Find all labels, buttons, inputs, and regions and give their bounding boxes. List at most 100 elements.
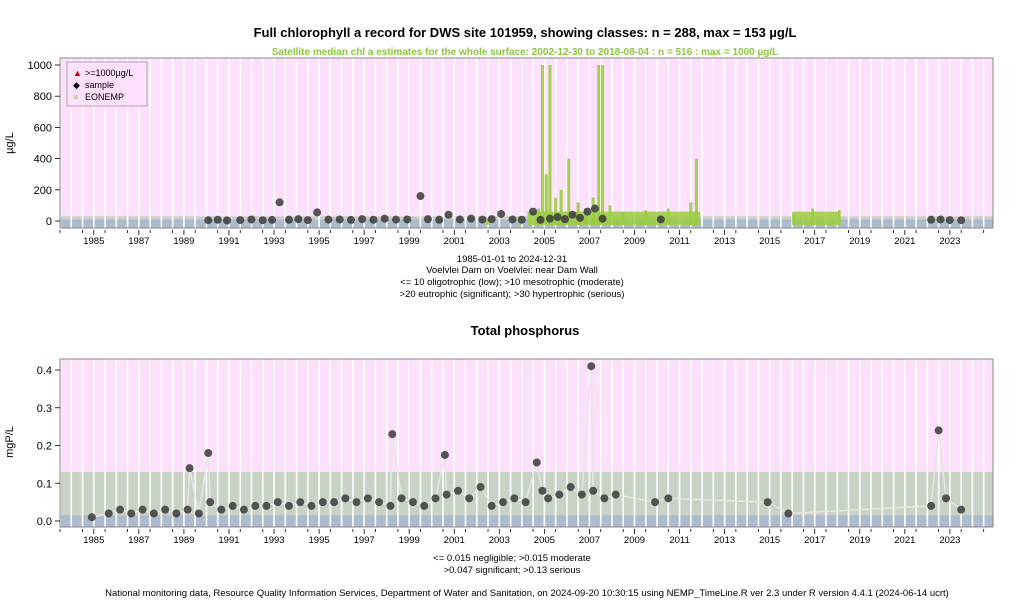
tp-sample-point (341, 494, 350, 503)
chart1-note-range: 1985-01-01 to 2024-12-31 (457, 254, 567, 265)
tp-sample-point (104, 509, 113, 518)
x-tick-label: 2009 (624, 535, 645, 546)
x-tick-label: 1995 (309, 236, 330, 247)
chl-sample-point (553, 213, 562, 222)
x-tick-label: 2011 (669, 535, 689, 546)
tp-sample-point (408, 498, 417, 507)
satellite-bar (540, 65, 544, 225)
y-tick-label: 0.3 (37, 403, 52, 415)
x-tick-label: 1995 (309, 535, 330, 546)
tp-sample-point (651, 498, 660, 507)
x-tick-label: 2019 (849, 535, 870, 546)
chl-sample-point (435, 215, 444, 224)
tp-sample-point (262, 501, 271, 510)
chart1-note-classes-2: >20 eutrophic (significant); >30 hypertr… (400, 289, 625, 300)
tp-sample-point (206, 498, 215, 507)
legend-symbol-high: ▲ (73, 68, 82, 78)
tp-sample-point (957, 505, 966, 514)
x-tick-label: 2001 (444, 236, 465, 247)
chl-sample-point (936, 215, 945, 224)
chl-sample-point (236, 216, 245, 225)
satellite-bar (601, 65, 605, 225)
x-tick-label: 2005 (534, 535, 555, 546)
chart2-y-label: mgP/L (4, 426, 16, 458)
chl-sample-point (403, 215, 412, 224)
tp-sample-point (532, 458, 541, 467)
chl-sample-point (517, 215, 526, 224)
x-tick-label: 2021 (894, 535, 915, 546)
satellite-bar (486, 217, 490, 225)
chl-sample-point (416, 192, 425, 201)
x-tick-label: 2015 (759, 535, 780, 546)
tp-sample-point (318, 498, 327, 507)
x-tick-label: 2011 (669, 236, 689, 247)
chl-sample-point (313, 208, 322, 217)
chart1-note-site: Voelvlei Dam on Voelvlei: near Dam Wall (426, 265, 598, 276)
x-tick-label: 2019 (849, 236, 870, 247)
chl-sample-point (223, 216, 232, 225)
chl-sample-point (945, 216, 954, 225)
chl-sample-point (335, 215, 344, 224)
tp-sample-point (397, 494, 406, 503)
chl-sample-point (957, 216, 966, 225)
chl-sample-point (284, 215, 293, 224)
x-tick-label: 2017 (804, 236, 825, 247)
tp-sample-point (611, 490, 620, 499)
chl-sample-point (536, 215, 545, 224)
chart2-note-classes-1: <= 0.015 negligible; >0.015 moderate (433, 553, 591, 564)
chl-sample-point (455, 215, 464, 224)
chl-sample-point (576, 213, 585, 222)
tp-sample-point (149, 509, 158, 518)
y-tick-label: 0.1 (37, 478, 52, 490)
chart1-y-label: µg/L (4, 132, 16, 154)
chart1-frame (59, 57, 994, 229)
chart1-grid (59, 58, 985, 228)
tp-sample-point (577, 490, 586, 499)
tp-sample-point (138, 505, 147, 514)
tp-sample-point (487, 501, 496, 510)
chart1-subtitle: Satellite median chl a estimates for the… (272, 47, 779, 58)
tp-sample-point (440, 450, 449, 459)
chl-sample-point (444, 210, 453, 219)
chl-sample-point (204, 216, 213, 225)
tp-sample-point (453, 486, 462, 495)
legend-symbol-eonemp: ■ (73, 92, 78, 102)
chl-sample-point (358, 215, 367, 224)
tp-sample-point (664, 494, 673, 503)
chl-sample-point (258, 216, 267, 225)
tp-sample-point (363, 494, 372, 503)
tp-sample-point (566, 483, 575, 492)
x-tick-label: 2009 (624, 236, 645, 247)
chart1-note-classes-1: <= 10 oligotrophic (low); >10 mesotrophi… (400, 277, 624, 288)
tp-sample-point (296, 498, 305, 507)
x-tick-label: 1987 (128, 236, 149, 247)
tp-sample-point (87, 513, 96, 522)
x-tick-label: 2003 (489, 535, 510, 546)
x-tick-label: 2001 (444, 535, 465, 546)
tp-sample-point (589, 486, 598, 495)
y-tick-label: 0.0 (37, 516, 52, 528)
chl-sample-point (213, 215, 222, 224)
tp-sample-point (204, 449, 213, 458)
tp-sample-point (386, 501, 395, 510)
tp-sample-point (172, 509, 181, 518)
satellite-bar (544, 174, 548, 225)
chl-sample-point (423, 215, 432, 224)
x-tick-label: 1991 (218, 236, 239, 247)
chl-sample-point (294, 215, 303, 224)
y-tick-label: 800 (34, 91, 52, 103)
x-tick-label: 2013 (714, 535, 735, 546)
chart2-title: Total phosphorus (471, 323, 580, 338)
tp-sample-point (600, 494, 609, 503)
tp-sample-point (934, 426, 943, 435)
x-tick-label: 2015 (759, 236, 780, 247)
satellite-bar (694, 158, 698, 225)
tp-sample-point (763, 498, 772, 507)
chart2-note-classes-2: >0.047 significant; >0.13 serious (444, 565, 581, 576)
legend-label-high: >=1000µg/L (85, 68, 133, 78)
x-tick-label: 1999 (399, 535, 420, 546)
tp-sample-point (784, 509, 793, 518)
tp-sample-point (555, 490, 564, 499)
x-tick-label: 1989 (173, 535, 194, 546)
